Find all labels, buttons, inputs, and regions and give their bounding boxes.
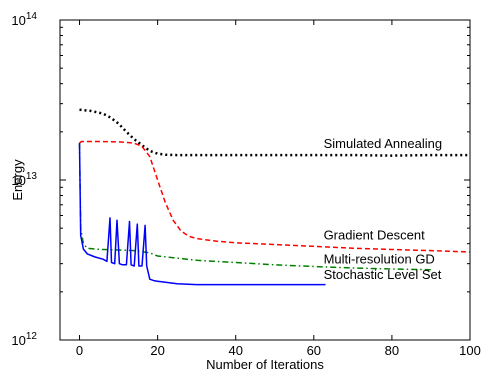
series-annotation: Gradient Descent bbox=[324, 227, 426, 242]
y-tick-label: 1013 bbox=[11, 171, 37, 188]
y-axis-label: Energy bbox=[10, 159, 25, 201]
x-tick-label: 0 bbox=[76, 343, 83, 358]
series-annotation: Stochastic Level Set bbox=[324, 267, 442, 282]
series-line-multi-resolution-gd bbox=[78, 143, 432, 271]
x-tick-label: 60 bbox=[307, 343, 321, 358]
x-tick-label: 40 bbox=[228, 343, 242, 358]
x-axis-label: Number of Iterations bbox=[206, 357, 324, 372]
series-layer bbox=[78, 108, 471, 286]
x-tick-label: 100 bbox=[459, 343, 481, 358]
axis-ticks: 0 20 40 60 80 100 1012 1013 1014 bbox=[11, 11, 480, 358]
annotation-layer: Simulated Annealing Gradient Descent Multi… bbox=[324, 136, 443, 282]
y-tick-label: 1012 bbox=[11, 331, 37, 348]
y-tick-label: 1014 bbox=[11, 11, 37, 28]
x-tick-label: 80 bbox=[385, 343, 399, 358]
series-line-simulated-annealing bbox=[79, 108, 470, 157]
series-annotation: Multi-resolution GD bbox=[324, 252, 435, 267]
series-annotation: Simulated Annealing bbox=[324, 136, 443, 151]
plot-area bbox=[59, 19, 471, 341]
series-line-gradient-descent bbox=[79, 140, 471, 253]
x-tick-label: 20 bbox=[150, 343, 164, 358]
series-line-stochastic-level-set bbox=[78, 143, 326, 286]
